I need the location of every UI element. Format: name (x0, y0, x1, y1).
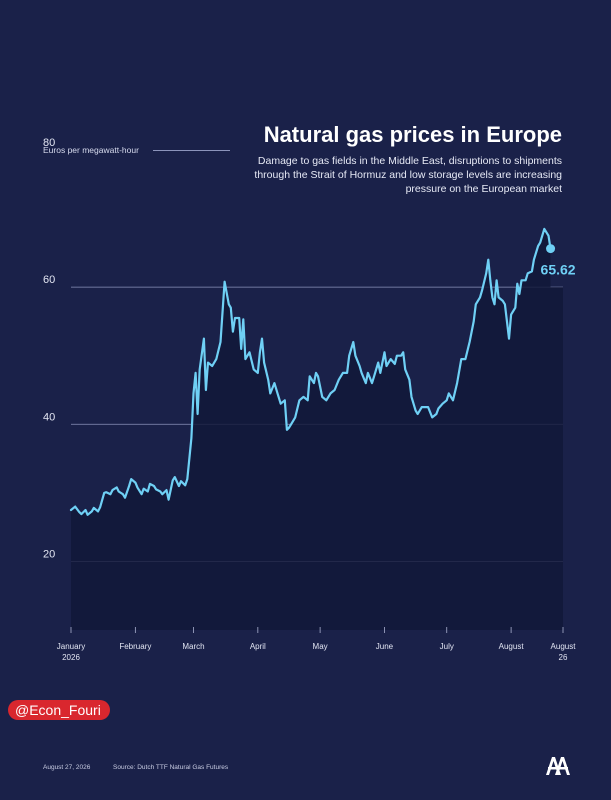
price-area-fill (71, 228, 563, 630)
x-tick-label: August (551, 642, 577, 651)
price-area (71, 228, 563, 630)
y-tick-label-20: 20 (43, 548, 55, 560)
y-tick-label-40: 40 (43, 411, 55, 423)
x-tick-label: January (57, 642, 85, 651)
footer-source: Source: Dutch TTF Natural Gas Futures (113, 764, 229, 771)
x-tick-label: March (182, 642, 204, 651)
x-tick-label: June (376, 642, 394, 651)
y-tick-label-80: 80 (43, 137, 55, 149)
last-value-dot (546, 244, 556, 254)
price-line-group (69, 227, 552, 516)
x-tick-sublabel: 26 (559, 653, 568, 662)
x-tick-label: May (313, 642, 328, 651)
y-axis-unit-label: Euros per megawatt-hour (43, 145, 139, 155)
y-tick-labels: 20 40 60 80 (43, 137, 55, 560)
x-tick-label: February (119, 642, 151, 651)
price-line (69, 227, 552, 516)
last-value-label: 65.62 (541, 262, 576, 278)
unit-label-rule (153, 150, 230, 151)
x-tick-sublabel: 2026 (62, 653, 80, 662)
y-tick-label-60: 60 (43, 274, 55, 286)
footer-date: August 27, 2026 (43, 764, 91, 771)
x-tick-label: April (250, 642, 266, 651)
x-tick-labels: January 2026 February March April May June July… (57, 627, 576, 662)
page-subtitle: Damage to gas fields in the Middle East,… (254, 155, 562, 195)
x-tick-label: July (440, 642, 454, 651)
aa-logo-icon (546, 757, 570, 775)
social-handle-badge[interactable]: @Econ_Fouri (8, 700, 110, 720)
last-value-group: 65.62 (541, 244, 576, 278)
x-tick-label: August (499, 642, 525, 651)
page-title: Natural gas prices in Europe (263, 122, 562, 147)
